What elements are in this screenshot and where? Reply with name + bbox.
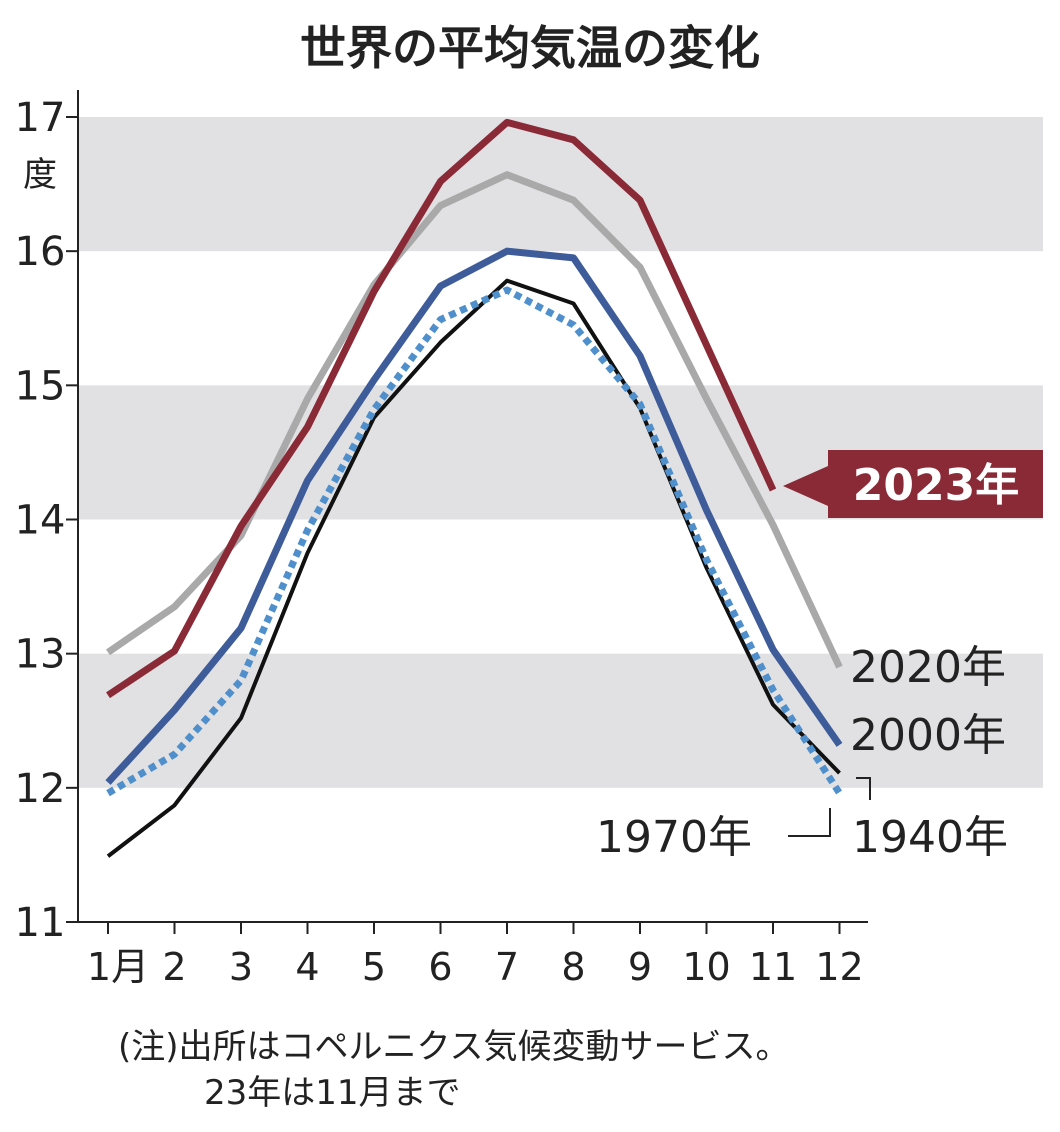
y-tick-label: 16 [15, 229, 66, 275]
series-label-2020: 2020年 [850, 642, 1006, 693]
series-line-1970 [106, 286, 843, 797]
label-pointer [783, 466, 828, 506]
x-tick-label: 1月 [87, 945, 149, 989]
y-tick-label: 12 [15, 766, 66, 812]
chart-title: 世界の平均気温の変化 [300, 21, 760, 75]
series-label-1940: 1940年 [852, 812, 1008, 863]
series-line-2023 [106, 118, 777, 699]
x-tick-label: 11 [749, 945, 797, 989]
y-tick-label: 14 [15, 498, 66, 544]
x-tick-label: 10 [682, 945, 730, 989]
y-tick-label: 17 [15, 95, 66, 141]
y-axis-unit-label: 度 [23, 155, 57, 195]
x-tick-label: 12 [815, 945, 863, 989]
x-tick-label: 3 [229, 945, 253, 989]
series-label-1970: 1970年 [596, 812, 752, 863]
series-line-2000 [105, 247, 843, 785]
x-tick-label: 5 [362, 945, 386, 989]
y-tick-label: 11 [15, 900, 66, 946]
connector-1970 [788, 808, 831, 837]
x-tick-label: 9 [628, 945, 652, 989]
note-line-1: (注)出所はコペルニクス気候変動サービス。 [118, 1027, 790, 1067]
x-tick-label: 8 [561, 945, 585, 989]
x-tick-label: 7 [495, 945, 519, 989]
connector-1940 [856, 777, 871, 800]
series-line-1940 [106, 278, 841, 858]
x-tick-label: 2 [162, 945, 186, 989]
y-tick-label: 15 [15, 363, 66, 409]
note-line-2: 23年は11月まで [204, 1073, 461, 1113]
series-label-box-2023 [828, 450, 1043, 518]
series-label-2023: 2023年 [853, 460, 1019, 511]
series-label-2000: 2000年 [850, 710, 1006, 761]
y-tick-label: 13 [15, 632, 66, 678]
x-tick-label: 6 [428, 945, 452, 989]
x-tick-label: 4 [295, 945, 319, 989]
